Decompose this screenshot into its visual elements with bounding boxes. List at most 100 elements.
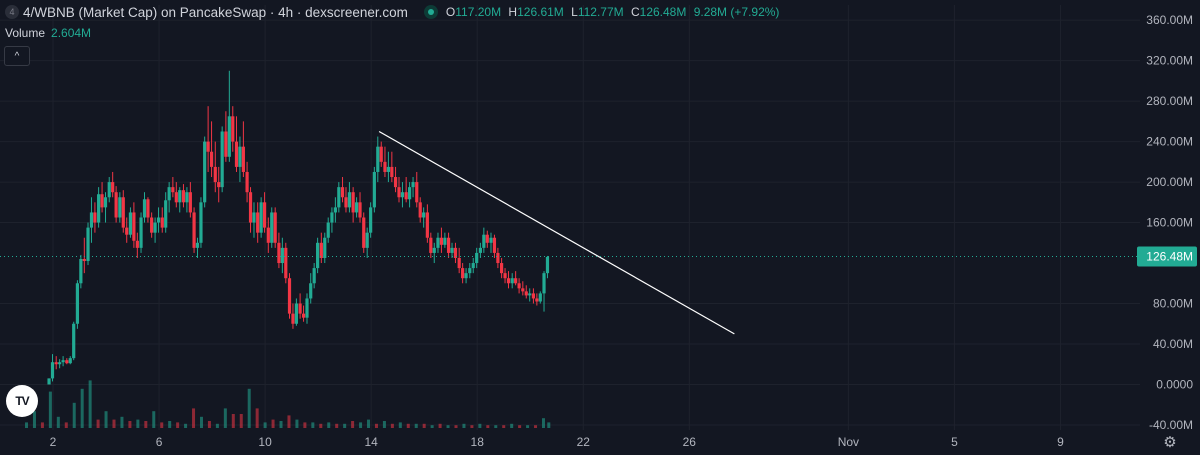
volume-bar [279,421,283,428]
candle-body [72,323,76,359]
candle-body [280,247,284,264]
volume-legend: Volume 2.604M [5,26,91,40]
candle-body [142,199,147,218]
candle-body [160,217,164,228]
candle-body [203,141,207,203]
candle-body [114,192,118,218]
candle-body [262,202,267,228]
candle-body [492,237,497,253]
volume-bar [414,423,418,428]
candle-body [65,360,69,364]
candle-body [135,240,139,248]
candle-body [390,166,394,178]
candle-body [93,212,97,223]
candle-body [238,146,242,167]
ohlc-close-key: C [630,5,640,19]
candle-body [482,234,486,248]
candle-body [379,146,383,162]
candle-body [178,190,182,203]
candle-body [362,217,366,248]
candle-body [531,293,536,299]
x-tick-label: Nov [838,435,859,449]
candle-body [227,116,231,157]
chevron-up-icon[interactable]: ^ [4,46,30,66]
candle-body [301,313,306,318]
chart-header: 4 4/WBNB (Market Cap) on PancakeSwap · 4… [0,0,1140,24]
chart-title: 4/WBNB (Market Cap) on PancakeSwap · 4h … [23,4,408,20]
candle-body [68,358,72,364]
volume-bar [120,416,124,428]
candle-body [415,182,419,203]
candle-body [298,303,302,314]
volume-bar [390,423,394,428]
candle-body [450,247,454,253]
volume-bars [25,380,551,428]
volume-bar [128,421,132,428]
candle-body [475,252,479,264]
volume-bar [526,425,530,428]
volume-bar [255,408,259,428]
candle-body [156,217,161,223]
candle-body [167,187,171,201]
candle-body [372,171,376,208]
ohlc-open-key: O [445,5,456,19]
volume-bar [207,421,211,428]
market-status-icon [423,5,438,19]
volume-bar [64,422,68,428]
candle-body [521,288,525,292]
volume-bar [502,425,506,428]
volume-value: 2.604M [51,26,92,40]
candle-body [542,273,546,294]
volume-bar [374,423,378,428]
volume-bar [446,425,450,428]
candle-body [432,247,436,253]
candle-body [333,207,337,213]
candle-body [139,217,143,248]
candle-body [270,212,274,243]
candle-body [206,141,210,152]
candle-body [510,278,514,284]
candle-body [89,212,94,228]
candle-body [118,197,122,218]
last-price-label: 126.48M [1146,249,1193,263]
candle-body [351,192,355,213]
volume-bar [48,391,52,428]
volume-bar [430,425,434,428]
volume-bar [199,416,203,428]
candle-body [330,212,334,223]
x-tick-label: 26 [683,435,697,449]
volume-bar [168,421,172,428]
volume-bar [144,421,148,428]
candle-body [340,187,345,198]
candle-body [54,362,58,365]
y-tick-label: 280.00M [1146,94,1193,108]
ohlc-readout: O117.20M H126.61M L112.77M C126.48M 9.28… [446,5,784,19]
candle-body [82,258,86,262]
candle-body [468,268,472,274]
candle-body [100,194,104,208]
volume-bar [462,423,466,428]
candle-body [429,237,433,253]
candle-body [291,313,295,324]
volume-bar [239,414,243,428]
candle-body [453,247,458,258]
volume-bar [398,422,402,428]
volume-bar [160,422,164,428]
candle-body [443,237,447,245]
candle-body [192,212,196,248]
candle-body [337,187,341,208]
volume-bar [335,423,339,428]
candle-body [344,197,348,208]
candle-body [185,192,189,203]
x-tick-label: 14 [364,435,378,449]
tradingview-logo[interactable]: TV [6,385,38,417]
gear-icon[interactable]: ⚙ [1163,434,1177,451]
candle-body [425,212,429,238]
candle-body [58,362,62,365]
volume-bar [486,425,490,428]
volume-bar [510,423,514,428]
symbol-badge[interactable]: 4 [5,5,19,19]
volume-bar [547,422,551,428]
candle-body [259,202,263,233]
